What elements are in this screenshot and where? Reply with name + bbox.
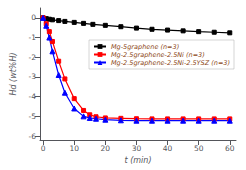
svg-text:Mg-5graphene (n=3): Mg-5graphene (n=3) <box>111 43 179 51</box>
svg-text:Mg-2.5graphene-2.5Ni (n=3): Mg-2.5graphene-2.5Ni (n=3) <box>111 51 205 59</box>
svg-text:Hd (wt%H): Hd (wt%H) <box>9 52 18 95</box>
svg-text:10: 10 <box>69 144 79 153</box>
svg-text:-3: -3 <box>29 72 37 81</box>
svg-text:30: 30 <box>132 144 142 153</box>
svg-text:-4: -4 <box>29 92 37 101</box>
svg-text:-5: -5 <box>29 112 37 121</box>
svg-text:t (min): t (min) <box>124 156 151 165</box>
svg-text:0: 0 <box>31 13 36 22</box>
svg-text:20: 20 <box>101 144 111 153</box>
svg-text:-2: -2 <box>29 53 37 62</box>
svg-text:0: 0 <box>41 144 46 153</box>
svg-text:Mg-2.5graphene-2.5Ni-2.5YSZ (n: Mg-2.5graphene-2.5Ni-2.5YSZ (n=3) <box>111 59 230 67</box>
svg-text:50: 50 <box>194 144 204 153</box>
svg-text:-1: -1 <box>29 33 37 42</box>
svg-text:40: 40 <box>163 144 173 153</box>
svg-text:60: 60 <box>225 144 235 153</box>
svg-text:-6: -6 <box>29 132 37 141</box>
